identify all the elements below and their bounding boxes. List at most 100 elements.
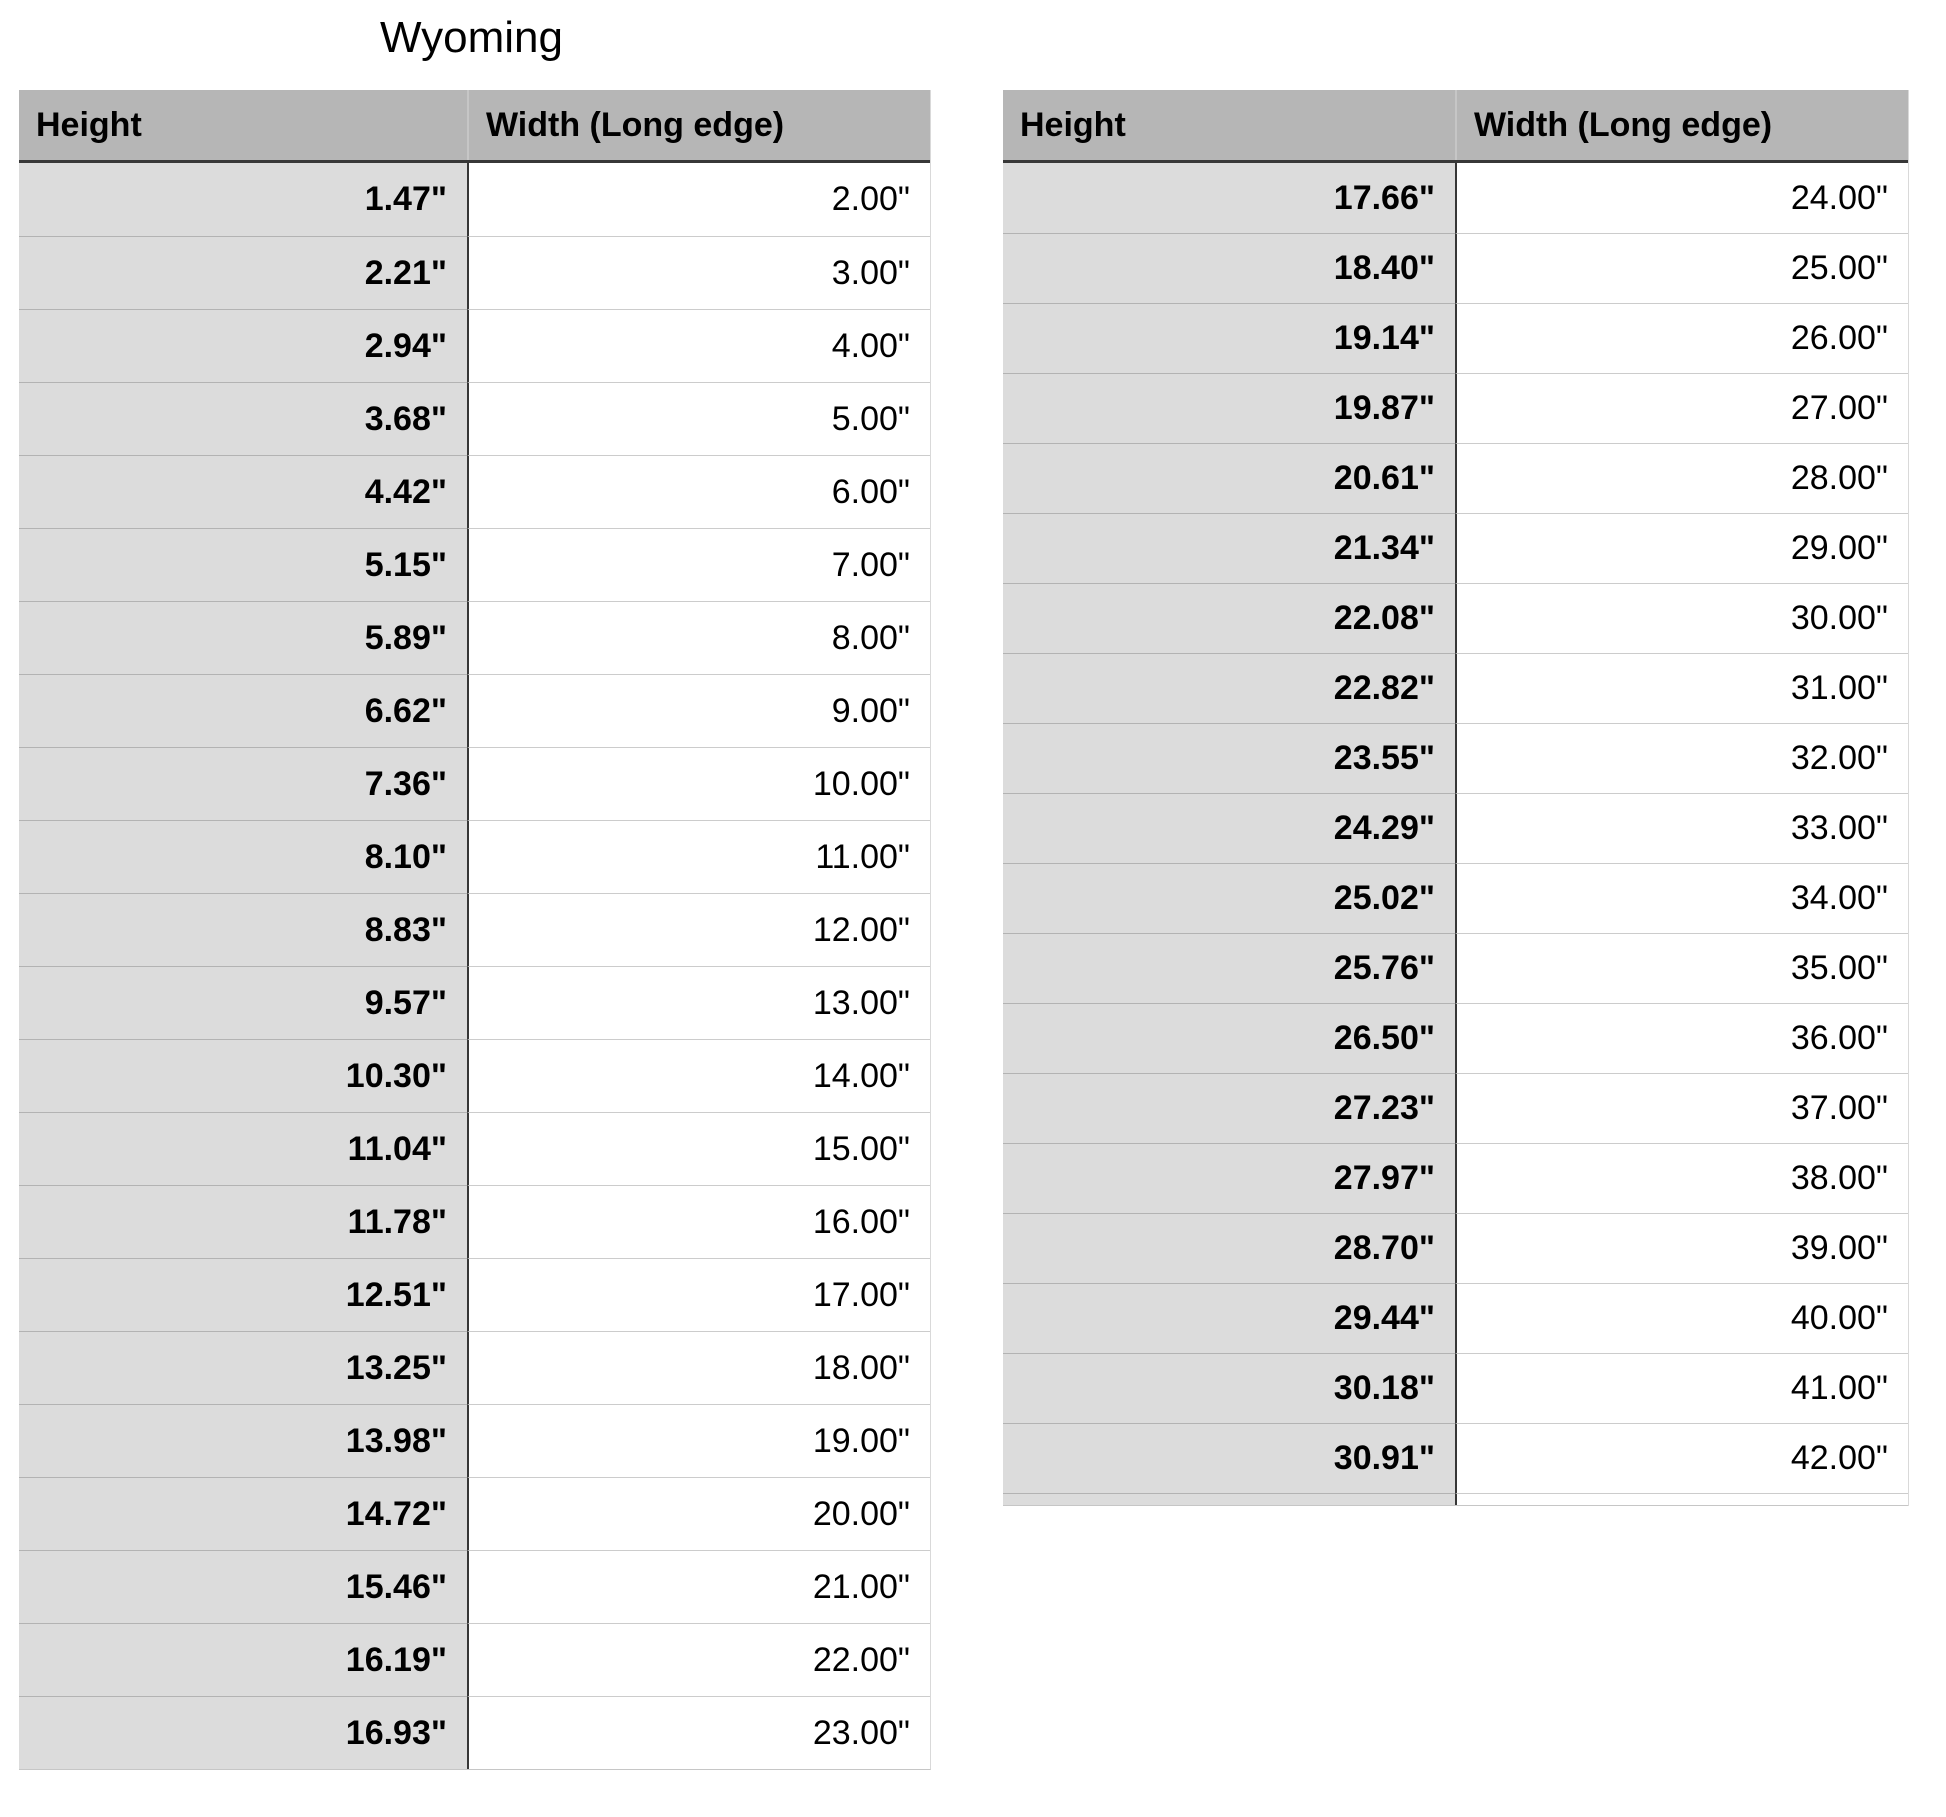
table-row: 28.70" 39.00" [1003,1213,1908,1283]
height-cell: 11.78" [19,1185,467,1258]
height-cell: 27.23" [1003,1073,1455,1143]
height-cell: 13.25" [19,1331,467,1404]
width-cell: 10.00" [467,747,930,820]
table-row: 30.91" 42.00" [1003,1423,1908,1493]
width-cell: 38.00" [1455,1143,1908,1213]
table-row: 22.08" 30.00" [1003,583,1908,653]
height-cell: 23.55" [1003,723,1455,793]
table-row: 22.82" 31.00" [1003,653,1908,723]
table-row: 8.83" 12.00" [19,893,930,966]
height-cell: 16.93" [19,1696,467,1769]
width-cell: 34.00" [1455,863,1908,933]
width-cell: 9.00" [467,674,930,747]
height-cell: 1.47" [19,163,467,236]
height-cell: 11.04" [19,1112,467,1185]
width-cell: 5.00" [467,382,930,455]
table-row: 19.14" 26.00" [1003,303,1908,373]
height-cell: 30.91" [1003,1423,1455,1493]
height-cell: 19.87" [1003,373,1455,443]
height-cell: 25.02" [1003,863,1455,933]
table-header-row: Height Width (Long edge) [1003,90,1908,163]
width-cell: 3.00" [467,236,930,309]
table-row: 11.04" 15.00" [19,1112,930,1185]
height-cell: 2.94" [19,309,467,382]
width-cell: 17.00" [467,1258,930,1331]
width-cell: 35.00" [1455,933,1908,1003]
table-row: 16.93" 23.00" [19,1696,930,1769]
width-cell: 8.00" [467,601,930,674]
width-cell: 12.00" [467,893,930,966]
table-row: 11.78" 16.00" [19,1185,930,1258]
height-cell: 28.70" [1003,1213,1455,1283]
width-cell: 41.00" [1455,1353,1908,1423]
width-cell: 13.00" [467,966,930,1039]
table-row: 27.97" 38.00" [1003,1143,1908,1213]
partial-width-cell [1455,1493,1908,1505]
height-cell: 2.21" [19,236,467,309]
width-cell: 28.00" [1455,443,1908,513]
table-row: 24.29" 33.00" [1003,793,1908,863]
width-cell: 42.00" [1455,1423,1908,1493]
width-cell: 20.00" [467,1477,930,1550]
table-row: 21.34" 29.00" [1003,513,1908,583]
height-cell: 22.08" [1003,583,1455,653]
height-cell: 26.50" [1003,1003,1455,1073]
height-cell: 3.68" [19,382,467,455]
table-row: 9.57" 13.00" [19,966,930,1039]
width-cell: 29.00" [1455,513,1908,583]
table-row: 16.19" 22.00" [19,1623,930,1696]
height-cell: 30.18" [1003,1353,1455,1423]
height-cell: 25.76" [1003,933,1455,1003]
width-cell: 26.00" [1455,303,1908,373]
height-cell: 22.82" [1003,653,1455,723]
width-cell: 27.00" [1455,373,1908,443]
table-header-row: Height Width (Long edge) [19,90,930,163]
width-cell: 6.00" [467,455,930,528]
table-body: 1.47" 2.00" 2.21" 3.00" 2.94" 4.00" 3.68" 5.00"… [19,163,930,1769]
height-cell: 8.10" [19,820,467,893]
height-cell: 5.89" [19,601,467,674]
width-cell: 16.00" [467,1185,930,1258]
height-cell: 18.40" [1003,233,1455,303]
width-cell: 25.00" [1455,233,1908,303]
table-row: 27.23" 37.00" [1003,1073,1908,1143]
table-row: 2.94" 4.00" [19,309,930,382]
page-title: Wyoming [380,13,563,62]
table-row: 3.68" 5.00" [19,382,930,455]
column-header-width: Width (Long edge) [1455,90,1908,160]
table-row: 8.10" 11.00" [19,820,930,893]
height-cell: 19.14" [1003,303,1455,373]
table-row: 29.44" 40.00" [1003,1283,1908,1353]
table-row: 7.36" 10.00" [19,747,930,820]
table-row: 5.89" 8.00" [19,601,930,674]
width-cell: 14.00" [467,1039,930,1112]
table-row: 20.61" 28.00" [1003,443,1908,513]
height-cell: 15.46" [19,1550,467,1623]
height-cell: 16.19" [19,1623,467,1696]
height-cell: 13.98" [19,1404,467,1477]
table-row: 25.76" 35.00" [1003,933,1908,1003]
height-cell: 10.30" [19,1039,467,1112]
table-row: 30.18" 41.00" [1003,1353,1908,1423]
width-cell: 15.00" [467,1112,930,1185]
table-row: 4.42" 6.00" [19,455,930,528]
height-cell: 14.72" [19,1477,467,1550]
table-body: 17.66" 24.00" 18.40" 25.00" 19.14" 26.00" 19.8… [1003,163,1908,1493]
width-cell: 2.00" [467,163,930,236]
height-cell: 5.15" [19,528,467,601]
height-cell: 24.29" [1003,793,1455,863]
width-cell: 32.00" [1455,723,1908,793]
table-row: 13.25" 18.00" [19,1331,930,1404]
table-row: 2.21" 3.00" [19,236,930,309]
table-row: 15.46" 21.00" [19,1550,930,1623]
table-row: 19.87" 27.00" [1003,373,1908,443]
width-cell: 37.00" [1455,1073,1908,1143]
width-cell: 36.00" [1455,1003,1908,1073]
table-row: 12.51" 17.00" [19,1258,930,1331]
partial-row [1003,1493,1908,1506]
table-row: 13.98" 19.00" [19,1404,930,1477]
width-cell: 4.00" [467,309,930,382]
width-cell: 31.00" [1455,653,1908,723]
width-cell: 21.00" [467,1550,930,1623]
